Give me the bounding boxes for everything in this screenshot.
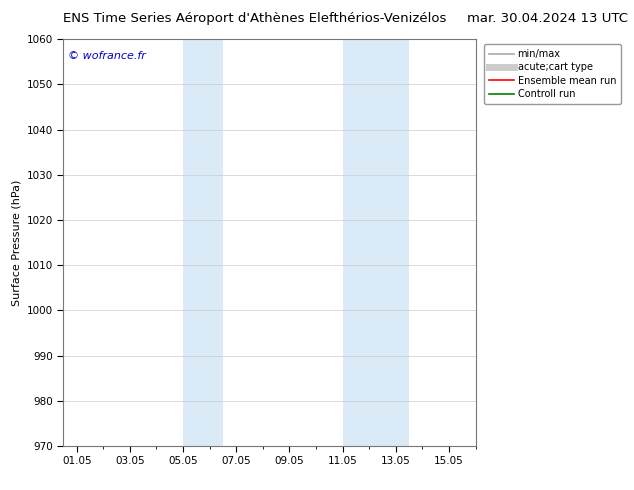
Bar (342, 39, 409, 446)
Legend: min/max, acute;cart type, Ensemble mean run, Controll run: min/max, acute;cart type, Ensemble mean … (484, 44, 621, 104)
Text: ENS Time Series Aéroport d'Athènes Elefthérios-Venizélos: ENS Time Series Aéroport d'Athènes Eleft… (63, 12, 447, 25)
Bar (183, 39, 223, 446)
Text: mar. 30.04.2024 13 UTC: mar. 30.04.2024 13 UTC (467, 12, 628, 25)
Y-axis label: Surface Pressure (hPa): Surface Pressure (hPa) (11, 179, 21, 306)
Text: © wofrance.fr: © wofrance.fr (67, 51, 145, 61)
